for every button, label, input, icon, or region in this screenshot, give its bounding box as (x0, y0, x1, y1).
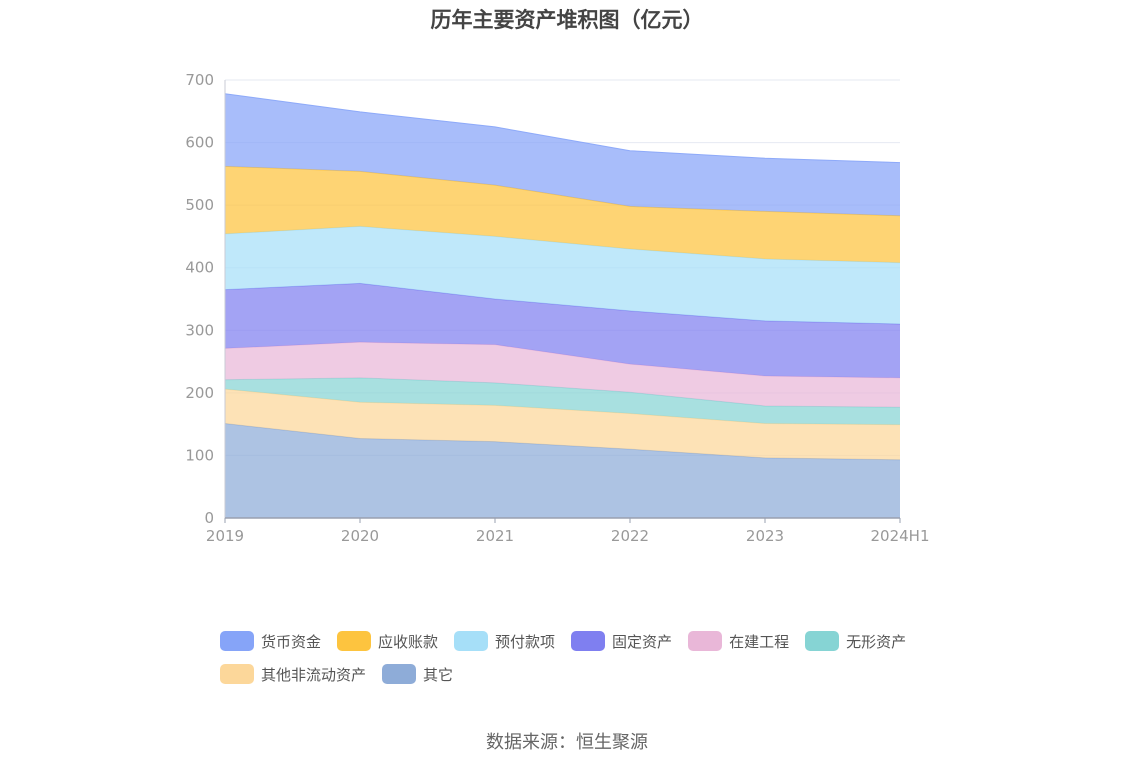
legend-item[interactable]: 其他非流动资产 (220, 663, 366, 685)
legend-label: 货币资金 (261, 632, 322, 651)
area-series (224, 93, 901, 518)
legend-item[interactable]: 应收账款 (337, 630, 438, 652)
y-tick-label: 0 (204, 509, 214, 527)
x-tick-label: 2019 (206, 527, 244, 545)
y-tick-label: 700 (185, 71, 214, 89)
area-series-2[interactable] (225, 377, 900, 425)
legend-swatch (220, 664, 254, 684)
legend-label: 在建工程 (729, 632, 790, 651)
data-source-note: 数据来源：恒生聚源 (486, 732, 648, 753)
legend-label: 无形资产 (846, 632, 907, 651)
y-tick-label: 600 (185, 134, 214, 152)
y-tick-label: 300 (185, 321, 214, 339)
legend-swatch (382, 664, 417, 684)
legend: 货币资金 应收账款 预付款项 固定资产 在建工程 无形资产其他非流动资产 其它 (220, 630, 960, 685)
y-tick-label: 100 (185, 446, 214, 464)
legend-swatch (220, 631, 254, 651)
legend-swatch (337, 631, 372, 651)
stacked-area-chart: 0 100 200 300 400 500 600 700 2019 2020 2021 2022 20… (185, 71, 929, 545)
legend-label: 应收账款 (378, 632, 439, 651)
series-line-7 (224, 93, 901, 164)
legend-item[interactable]: 在建工程 (688, 630, 789, 652)
axes: 0 100 200 300 400 500 600 700 2019 2020 2021 2022 20… (185, 71, 929, 545)
legend-item[interactable]: 无形资产 (805, 630, 906, 652)
legend-label: 预付款项 (495, 632, 556, 651)
x-tick-label: 2021 (476, 527, 514, 545)
area-series-6[interactable] (225, 166, 900, 263)
legend-label: 固定资产 (612, 632, 673, 651)
chart-title: 历年主要资产堆积图（亿元） (430, 8, 704, 32)
area-series-1[interactable] (225, 389, 900, 460)
legend-swatch (688, 631, 723, 651)
legend-item[interactable]: 货币资金 (220, 630, 321, 652)
y-tick-label: 200 (185, 384, 214, 402)
legend-item[interactable]: 预付款项 (454, 630, 555, 652)
x-tick-label: 2024H1 (871, 527, 930, 545)
area-series-7[interactable] (225, 93, 900, 216)
legend-label: 其它 (423, 665, 454, 684)
x-tick-label: 2020 (341, 527, 379, 545)
legend-swatch (454, 631, 489, 651)
legend-swatch (571, 631, 606, 651)
area-series-0[interactable] (225, 423, 900, 518)
legend-label: 其他非流动资产 (261, 665, 367, 684)
area-series-5[interactable] (225, 226, 900, 325)
x-tick-label: 2022 (611, 527, 649, 545)
y-tick-label: 500 (185, 196, 214, 214)
area-series-4[interactable] (225, 283, 900, 378)
area-series-3[interactable] (225, 342, 900, 408)
legend-swatch (805, 631, 840, 651)
legend-item[interactable]: 其它 (382, 663, 453, 685)
legend-item[interactable]: 固定资产 (571, 630, 672, 652)
y-tick-label: 400 (185, 259, 214, 277)
x-tick-label: 2023 (746, 527, 784, 545)
